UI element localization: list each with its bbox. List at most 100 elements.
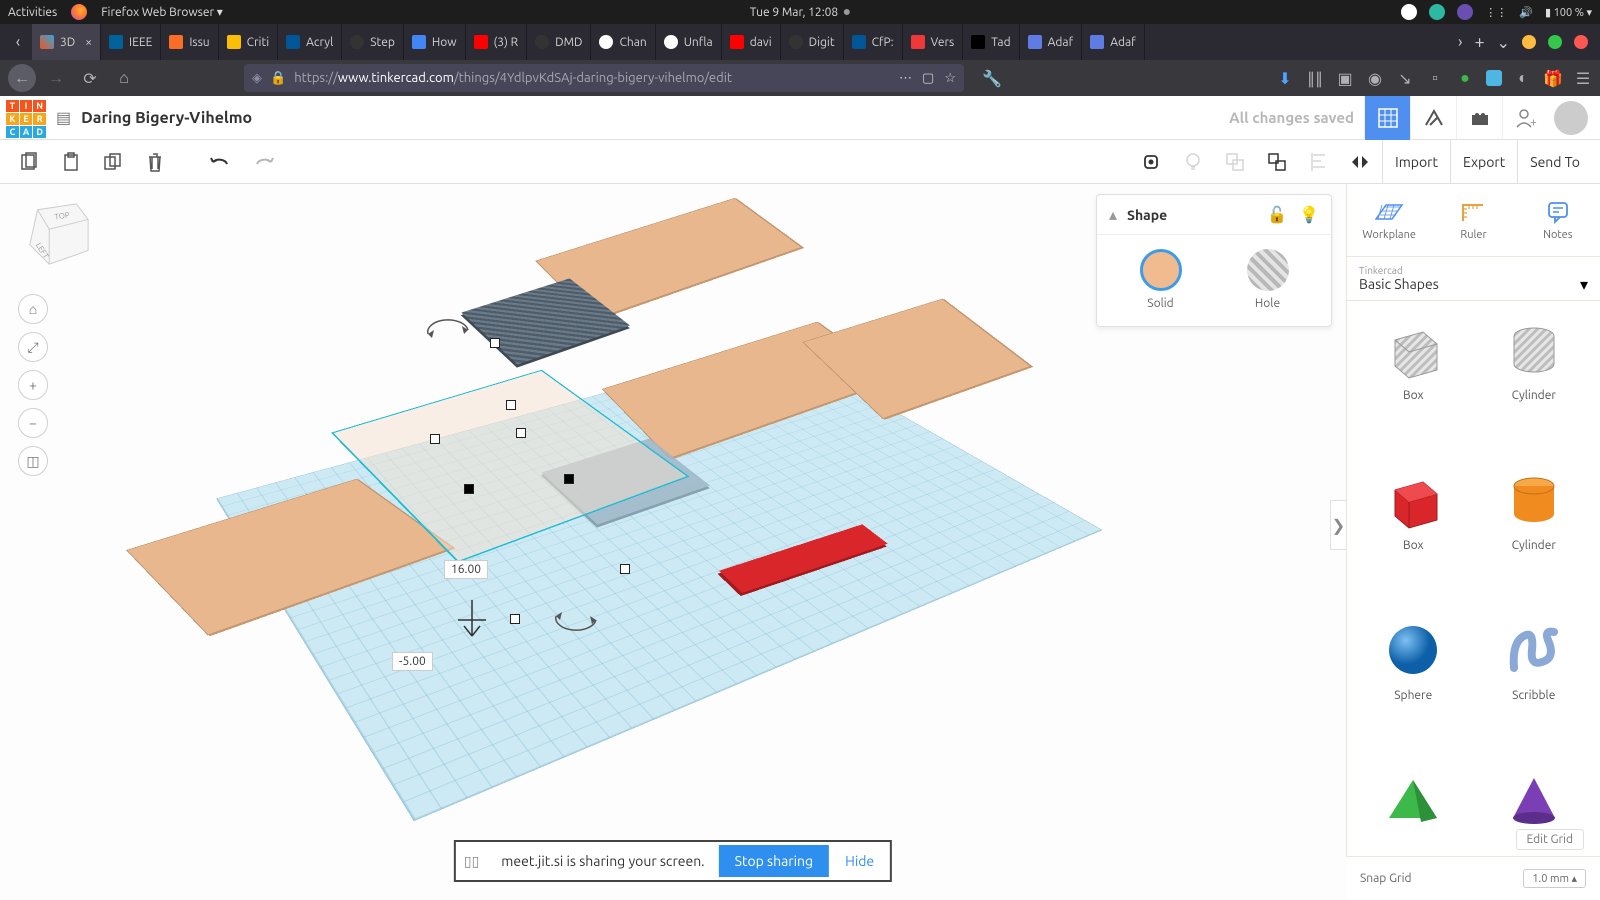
import-button[interactable]: Import — [1382, 140, 1450, 184]
battery-icon[interactable]: ▮ 100 % ▾ — [1545, 6, 1592, 19]
browser-tab[interactable]: Tad — [963, 24, 1019, 60]
group-button[interactable] — [1214, 141, 1256, 183]
ortho-view-button[interactable]: ◫ — [18, 446, 48, 476]
nav-forward-button[interactable]: → — [42, 64, 70, 92]
selection-handle[interactable] — [506, 400, 516, 410]
browser-tab[interactable]: Unfla — [656, 24, 722, 60]
selection-handle[interactable] — [490, 338, 500, 348]
edit-grid-button[interactable]: Edit Grid — [1516, 829, 1584, 850]
tray-icon[interactable] — [1429, 4, 1445, 20]
fit-view-button[interactable]: ⤢ — [18, 332, 48, 362]
copy-button[interactable] — [8, 141, 50, 183]
bookmark-star-icon[interactable]: ☆ — [944, 71, 956, 86]
view-cube[interactable]: TOP LEFT — [18, 200, 96, 270]
customize-icon[interactable]: 🔧 — [982, 69, 1002, 88]
shape-library-item[interactable]: Scribble — [1476, 609, 1593, 755]
shape-library-item[interactable]: Cylinder — [1476, 309, 1593, 455]
wifi-icon[interactable]: ⋮⋮ — [1485, 6, 1507, 19]
window-maximize-button[interactable] — [1548, 35, 1562, 49]
user-avatar[interactable] — [1554, 101, 1588, 135]
new-tab-button[interactable]: + — [1474, 32, 1484, 52]
window-close-button[interactable] — [1574, 35, 1588, 49]
axis-arrow[interactable] — [452, 596, 492, 646]
visibility-button[interactable] — [1130, 141, 1172, 183]
ext-icon[interactable]: ◐ — [1514, 69, 1532, 87]
ext-icon[interactable]: ▫ — [1426, 69, 1444, 87]
browser-tab[interactable]: Acryl — [278, 24, 342, 60]
align-button[interactable] — [1298, 141, 1340, 183]
collapse-icon[interactable]: ▴ — [1109, 205, 1117, 224]
volume-icon[interactable]: 🔊 — [1519, 6, 1533, 19]
browser-tab[interactable]: CfP: — [844, 24, 903, 60]
browser-tab[interactable]: 3D× — [32, 24, 101, 60]
zoom-out-button[interactable]: − — [18, 408, 48, 438]
browser-tab[interactable]: (3) R — [466, 24, 528, 60]
shape-library-item[interactable]: Box — [1355, 459, 1472, 605]
browser-tab[interactable]: How — [404, 24, 466, 60]
sendto-button[interactable]: Send To — [1517, 140, 1592, 184]
browser-tab[interactable]: IEEE — [101, 24, 161, 60]
design-mode-button[interactable] — [1364, 96, 1410, 140]
app-name[interactable]: Firefox Web Browser ▾ — [101, 5, 223, 19]
browser-tab[interactable]: DMD — [527, 24, 591, 60]
nav-back-button[interactable]: ← — [8, 64, 36, 92]
nav-reload-button[interactable]: ⟳ — [76, 64, 104, 92]
mirror-button[interactable] — [1340, 141, 1382, 183]
browser-tab[interactable]: Digit — [781, 24, 844, 60]
home-view-button[interactable]: ⌂ — [18, 294, 48, 324]
selection-handle[interactable] — [516, 428, 526, 438]
hole-option[interactable]: Hole — [1247, 249, 1289, 310]
activities-button[interactable]: Activities — [8, 6, 57, 19]
shape-library-item[interactable]: Cylinder — [1476, 459, 1593, 605]
blocks-mode-button[interactable] — [1410, 96, 1456, 140]
workplane-tool[interactable]: Workplane — [1347, 184, 1431, 256]
account-icon[interactable]: ◉ — [1366, 69, 1384, 87]
sidebar-icon[interactable]: ▣ — [1336, 69, 1354, 87]
clock[interactable]: Tue 9 Mar, 12:08 — [750, 6, 838, 19]
shape-library-item[interactable]: Box — [1355, 309, 1472, 455]
browser-tab[interactable]: Step — [342, 24, 404, 60]
collapse-panel-button[interactable]: ❯ — [1330, 500, 1346, 550]
rotate-handle[interactable] — [548, 604, 608, 634]
nav-home-button[interactable]: ⌂ — [110, 64, 138, 92]
rotate-handle[interactable] — [420, 314, 480, 344]
selection-handle[interactable] — [510, 614, 520, 624]
stop-sharing-button[interactable]: Stop sharing — [719, 845, 829, 877]
browser-tab[interactable]: Adaf — [1020, 24, 1083, 60]
shape-library-item[interactable]: Sphere — [1355, 609, 1472, 755]
bricks-mode-button[interactable] — [1456, 96, 1502, 140]
ext-icon[interactable]: ↘ — [1396, 69, 1414, 87]
downloads-icon[interactable]: ⬇ — [1276, 69, 1294, 87]
firefox-menu-icon[interactable]: ☰ — [1574, 69, 1592, 87]
duplicate-button[interactable] — [92, 141, 134, 183]
ungroup-button[interactable] — [1256, 141, 1298, 183]
selection-handle[interactable] — [430, 434, 440, 444]
selection-handle[interactable] — [564, 474, 574, 484]
gift-icon[interactable]: 🎁 — [1544, 69, 1562, 87]
browser-tab[interactable]: Adaf — [1082, 24, 1145, 60]
invite-button[interactable]: + — [1502, 96, 1548, 140]
tinkercad-logo[interactable]: TIN KER CAD — [6, 100, 46, 136]
bulb-button[interactable] — [1172, 141, 1214, 183]
dimension-label[interactable]: -5.00 — [392, 652, 433, 671]
browser-tab[interactable]: davi — [722, 24, 781, 60]
browser-tab[interactable]: Issu — [161, 24, 218, 60]
tabs-menu-icon[interactable]: ⌄ — [1497, 33, 1510, 52]
reader-icon[interactable]: ▢ — [922, 71, 934, 86]
selection-handle[interactable] — [620, 564, 630, 574]
tray-icon[interactable] — [1457, 4, 1473, 20]
delete-button[interactable] — [134, 141, 176, 183]
hide-share-button[interactable]: Hide — [829, 853, 890, 869]
project-menu-icon[interactable]: ▤ — [56, 108, 71, 127]
tabs-scroll-right-icon[interactable]: › — [1458, 33, 1463, 51]
ext-icon[interactable]: ● — [1456, 69, 1474, 87]
selection-handle[interactable] — [464, 484, 474, 494]
library-icon[interactable]: ∥∥ — [1306, 69, 1324, 87]
snap-grid-value[interactable]: 1.0 mm ▴ — [1523, 869, 1586, 888]
url-input[interactable]: ◈ 🔒 https://www.tinkercad.com/things/4Yd… — [244, 64, 964, 92]
lock-icon[interactable]: 🔓 — [1267, 205, 1287, 224]
design-canvas[interactable]: TOP LEFT ⌂ ⤢ + − ◫ 16.00 — [0, 184, 1346, 900]
redo-button[interactable] — [242, 141, 284, 183]
dimension-label[interactable]: 16.00 — [444, 560, 488, 579]
tray-icon[interactable] — [1401, 4, 1417, 20]
